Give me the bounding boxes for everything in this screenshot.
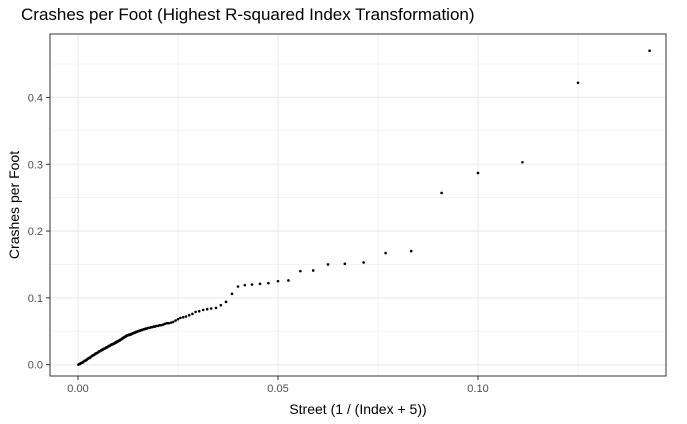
data-point (243, 283, 247, 287)
data-point (205, 307, 209, 311)
data-point (179, 316, 182, 320)
data-point (299, 269, 302, 273)
panel-border (49, 33, 667, 377)
y-tick-label: 0.2 (28, 226, 43, 238)
data-point (219, 303, 223, 307)
data-point (176, 317, 180, 321)
data-point (236, 285, 240, 288)
data-point (181, 315, 185, 319)
y-axis-title: Crashes per Foot (6, 151, 22, 259)
data-point (250, 283, 254, 286)
y-tick-label: 0.3 (28, 159, 43, 171)
data-point (576, 81, 580, 85)
x-tick-label: 0.00 (67, 383, 88, 395)
data-point (171, 320, 175, 324)
data-point (77, 363, 80, 366)
data-point (326, 263, 330, 266)
data-points (77, 49, 651, 366)
data-point (191, 312, 194, 316)
data-point (409, 249, 413, 253)
data-point (174, 319, 177, 322)
data-point (187, 313, 191, 317)
data-point (230, 292, 234, 296)
data-point (384, 251, 387, 255)
data-point (648, 49, 651, 52)
data-point (267, 281, 270, 285)
data-point (184, 315, 188, 318)
x-tick-label: 0.10 (467, 383, 488, 395)
data-point (201, 308, 205, 312)
data-point (209, 307, 213, 310)
data-point (521, 160, 524, 164)
data-point (165, 321, 169, 325)
data-point (197, 309, 201, 313)
data-point (440, 191, 443, 195)
y-axis-ticks: 0.0 0.1 0.2 0.3 0.4 (28, 92, 50, 372)
y-tick-label: 0.0 (28, 360, 43, 372)
data-point (343, 262, 347, 266)
data-point (224, 300, 228, 304)
data-point (362, 261, 365, 264)
x-axis-title: Street (1 / (Index + 5)) (289, 401, 426, 417)
chart-title: Crashes per Foot (Highest R-squared Inde… (21, 5, 475, 24)
major-gridlines (50, 34, 666, 376)
data-point (161, 323, 165, 326)
data-point (258, 282, 262, 286)
data-point (214, 306, 218, 310)
data-point (194, 310, 197, 314)
x-tick-label: 0.05 (267, 383, 288, 395)
y-tick-label: 0.4 (28, 92, 43, 104)
data-point (276, 279, 280, 283)
data-point (167, 321, 171, 325)
minor-gridlines (50, 34, 666, 376)
data-point (169, 321, 173, 324)
y-tick-label: 0.1 (28, 293, 43, 305)
data-point (476, 171, 480, 175)
data-point (311, 269, 315, 272)
x-axis-ticks: 0.00 0.05 0.10 (67, 376, 489, 395)
data-point (287, 279, 290, 282)
